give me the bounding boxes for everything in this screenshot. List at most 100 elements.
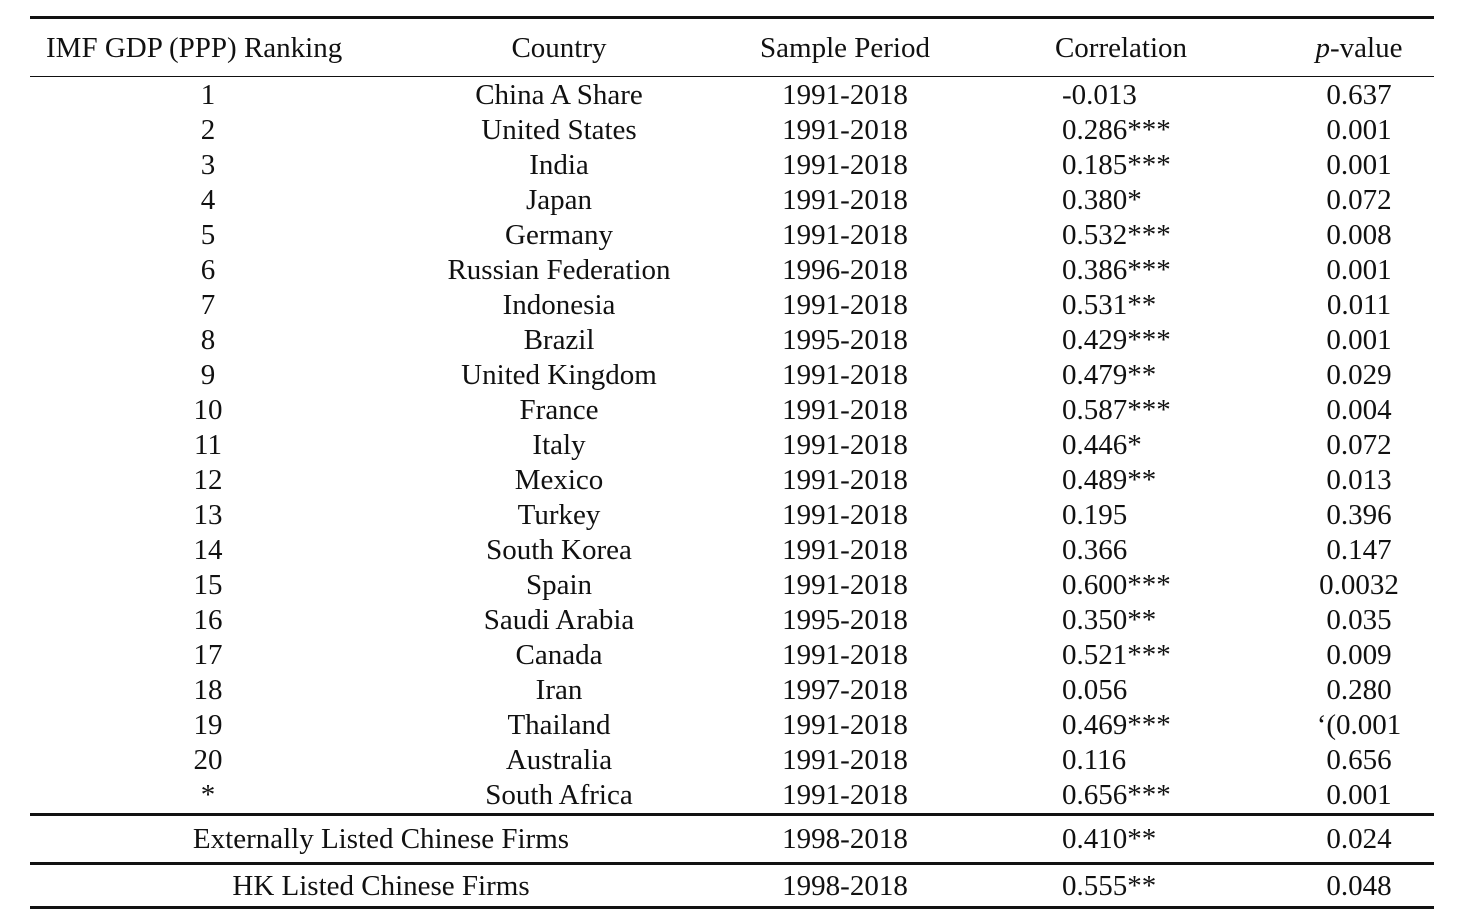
summary-p-value: 0.024 <box>1326 823 1392 855</box>
rank-cell: 16 <box>193 604 223 636</box>
table-row: 14 South Korea 1991-2018 0.366 0.147 <box>30 533 1434 568</box>
sample-period-cell: 1997-2018 <box>782 674 908 706</box>
rank-cell: 15 <box>193 569 223 601</box>
sample-period-cell: 1991-2018 <box>782 149 908 181</box>
country-cell: China A Share <box>475 79 643 111</box>
table-row: 7 Indonesia 1991-2018 0.531** 0.011 <box>30 288 1434 323</box>
country-cell: Saudi Arabia <box>483 604 635 636</box>
rank-cell: 10 <box>193 394 223 426</box>
rank-cell: 14 <box>193 534 223 566</box>
correlation-cell: 0.521*** <box>958 638 1284 673</box>
summary-label: HK Listed Chinese Firms <box>232 870 530 902</box>
sample-period-cell: 1995-2018 <box>782 324 908 356</box>
header-p-value: p -value <box>1284 31 1434 66</box>
correlation-cell: 0.489** <box>958 463 1284 498</box>
rank-cell: 3 <box>200 149 216 181</box>
correlation-cell-value: 0.195 <box>1062 499 1128 531</box>
correlation-cell-value: 0.286*** <box>1062 114 1171 146</box>
p-value-cell: 0.001 <box>1326 149 1392 181</box>
correlation-cell: 0.469*** <box>958 708 1284 743</box>
country-cell: Germany <box>505 219 613 251</box>
p-value-cell: 0.0032 <box>1319 569 1399 601</box>
sample-period-cell: 1991-2018 <box>782 289 908 321</box>
sample-period-cell: 1991-2018 <box>782 219 908 251</box>
sample-period-cell: 1991-2018 <box>782 744 908 776</box>
table-row: 15 Spain 1991-2018 0.600*** 0.0032 <box>30 568 1434 603</box>
header-country: Country <box>511 32 607 64</box>
correlation-cell: 0.116 <box>958 743 1284 778</box>
correlation-cell-value: -0.013 <box>1062 79 1137 111</box>
correlation-cell-value: 0.350** <box>1062 604 1157 636</box>
summary-correlation: 0.410** <box>958 822 1284 857</box>
correlation-cell: 0.195 <box>958 498 1284 533</box>
p-value-cell: 0.001 <box>1326 114 1392 146</box>
correlation-cell: 0.350** <box>958 603 1284 638</box>
rank-cell: 5 <box>200 219 216 251</box>
correlation-cell-value: 0.587*** <box>1062 394 1171 426</box>
table-row: 8 Brazil 1995-2018 0.429*** 0.001 <box>30 323 1434 358</box>
rank-cell: * <box>200 779 216 811</box>
rank-cell: 7 <box>200 289 216 321</box>
country-cell: Turkey <box>517 499 601 531</box>
rank-cell: 4 <box>200 184 216 216</box>
table-row: 10 France 1991-2018 0.587*** 0.004 <box>30 393 1434 428</box>
correlation-cell: 0.366 <box>958 533 1284 568</box>
p-value-cell: 0.001 <box>1326 254 1392 286</box>
p-value-cell: 0.072 <box>1326 184 1392 216</box>
correlation-cell-value: 0.600*** <box>1062 569 1171 601</box>
correlation-cell-value: 0.380* <box>1062 184 1142 216</box>
p-value-cell: ‘(0.001 <box>1316 709 1402 741</box>
correlation-cell-value: 0.116 <box>1062 744 1127 776</box>
table-row: 9 United Kingdom 1991-2018 0.479** 0.029 <box>30 358 1434 393</box>
rank-cell: 6 <box>200 254 216 286</box>
correlation-cell-value: 0.532*** <box>1062 219 1171 251</box>
country-cell: South Africa <box>485 779 633 811</box>
summary-middle-rule <box>30 862 1434 865</box>
p-value-cell: 0.637 <box>1326 79 1392 111</box>
header-p-letter: p <box>1315 32 1331 64</box>
country-cell: Japan <box>525 184 593 216</box>
table-row: 17 Canada 1991-2018 0.521*** 0.009 <box>30 638 1434 673</box>
correlation-cell: 0.531** <box>958 288 1284 323</box>
country-cell: Mexico <box>514 464 604 496</box>
table-row: 1 China A Share 1991-2018 -0.013 0.637 <box>30 78 1434 113</box>
sample-period-cell: 1991-2018 <box>782 639 908 671</box>
correlation-cell-value: 0.185*** <box>1062 149 1171 181</box>
rank-cell: 12 <box>193 464 223 496</box>
p-value-cell: 0.001 <box>1326 779 1392 811</box>
sample-period-cell: 1991-2018 <box>782 359 908 391</box>
summary-row-hk: HK Listed Chinese Firms 1998-2018 0.555*… <box>30 869 1434 904</box>
header-rank: IMF GDP (PPP) Ranking <box>46 32 343 64</box>
sample-period-cell: 1991-2018 <box>782 709 908 741</box>
correlation-cell: 0.429*** <box>958 323 1284 358</box>
summary-period: 1998-2018 <box>782 823 908 855</box>
country-cell: Spain <box>525 569 593 601</box>
table-header-row: IMF GDP (PPP) Ranking Country Sample Per… <box>30 31 1434 66</box>
p-value-cell: 0.004 <box>1326 394 1392 426</box>
table-row: 18 Iran 1997-2018 0.056 0.280 <box>30 673 1434 708</box>
sample-period-cell: 1991-2018 <box>782 394 908 426</box>
p-value-cell: 0.396 <box>1326 499 1392 531</box>
correlation-cell-value: 0.056 <box>1062 674 1128 706</box>
correlation-cell-value: 0.489** <box>1062 464 1157 496</box>
header-value-suffix: -value <box>1330 32 1403 64</box>
sample-period-cell: 1991-2018 <box>782 534 908 566</box>
table-row: 11 Italy 1991-2018 0.446* 0.072 <box>30 428 1434 463</box>
country-cell: Canada <box>515 639 603 671</box>
rank-cell: 11 <box>194 429 222 461</box>
correlation-cell-value: 0.521*** <box>1062 639 1171 671</box>
country-cell: Brazil <box>523 324 595 356</box>
rank-cell: 20 <box>193 744 223 776</box>
p-value-cell: 0.009 <box>1326 639 1392 671</box>
correlation-cell: 0.380* <box>958 183 1284 218</box>
rank-cell: 1 <box>200 79 216 111</box>
country-cell: Thailand <box>507 709 611 741</box>
p-value-cell: 0.656 <box>1326 744 1392 776</box>
table-row: 3 India 1991-2018 0.185*** 0.001 <box>30 148 1434 183</box>
header-correlation: Correlation <box>1054 32 1188 64</box>
table-row: 6 Russian Federation 1996-2018 0.386*** 0.00… <box>30 253 1434 288</box>
sample-period-cell: 1991-2018 <box>782 779 908 811</box>
table-bottom-rule <box>30 906 1434 909</box>
table-row: 4 Japan 1991-2018 0.380* 0.072 <box>30 183 1434 218</box>
table-row: 5 Germany 1991-2018 0.532*** 0.008 <box>30 218 1434 253</box>
